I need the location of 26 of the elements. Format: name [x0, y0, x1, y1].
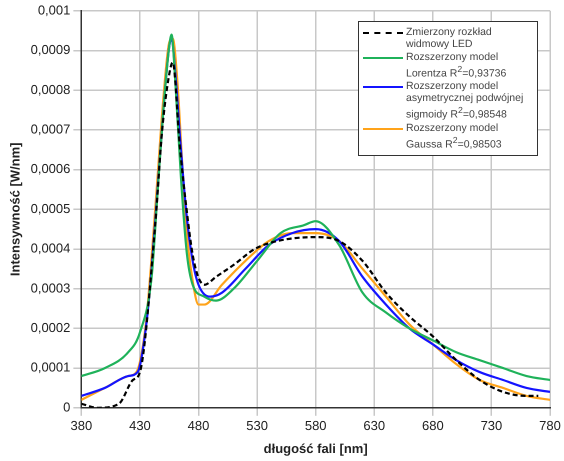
x-tick-label: 580	[304, 418, 327, 434]
x-tick-label: 680	[422, 418, 444, 434]
y-tick-label: 0,0008	[30, 82, 70, 97]
x-tick-label: 630	[363, 418, 386, 434]
x-axis-title: długość fali [nm]	[264, 440, 368, 456]
y-tick-label: 0,0001	[30, 360, 70, 375]
y-tick-label: 0,0009	[30, 42, 70, 58]
x-tick-label: 380	[70, 418, 92, 434]
x-tick-label: 480	[188, 418, 210, 434]
legend-label: Rozszerzony model Gaussa R$^{2}$=0,98503	[406, 122, 503, 150]
y-tick-label: 0,0002	[30, 320, 70, 335]
y-axis-title: Intensywność [W/nm]	[7, 142, 22, 276]
y-tick-label: 0,0005	[30, 200, 70, 216]
legend-label: Rozszerzony model Lorentza R$^{2}$=0,93736	[406, 50, 508, 80]
x-tick-label: 430	[129, 418, 151, 434]
legend-label: Zmierzony rozkład widmowy LED	[406, 26, 493, 50]
legend-label: Rozszerzony model asymetrycznej podwójnej sigmoidy R$^{2}$=0,98548	[406, 80, 524, 121]
y-tick-label: 0,0006	[30, 161, 70, 176]
y-tick-label: 0,0007	[30, 121, 70, 136]
y-tick-label: 0,0003	[30, 280, 70, 296]
x-tick-label: 530	[246, 418, 268, 434]
y-tick-label: 0	[63, 399, 70, 414]
y-tick-label: 0,001	[38, 2, 70, 18]
x-tick-label: 730	[480, 418, 502, 434]
x-tick-label: 780	[539, 418, 561, 434]
y-tick-label: 0,0004	[30, 240, 70, 256]
